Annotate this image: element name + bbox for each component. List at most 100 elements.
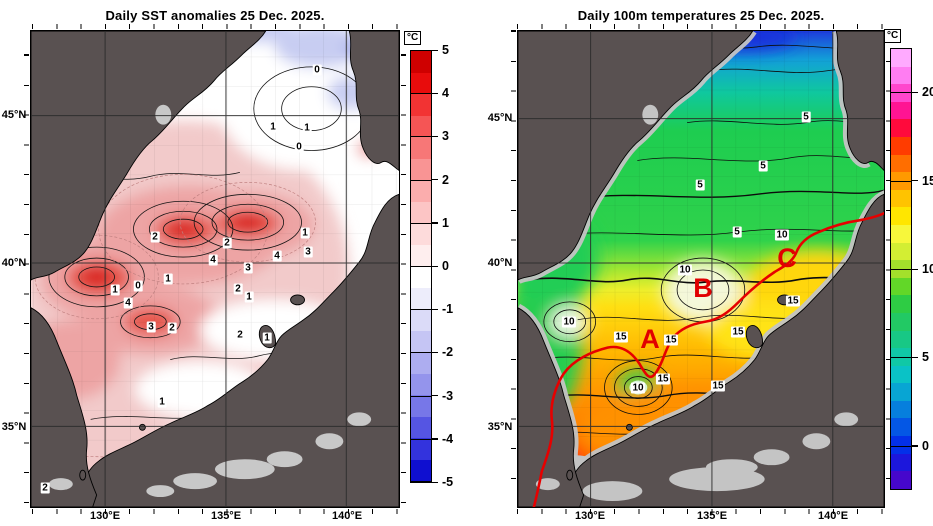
colorbar-segment — [411, 438, 431, 460]
tick-mark — [912, 356, 918, 359]
island-oki — [138, 423, 146, 431]
right-colorbar-unit: °C — [884, 29, 902, 43]
lat-label: 40°N — [1, 257, 27, 269]
tick-label: 1 — [442, 215, 449, 230]
lat-label: 35°N — [487, 421, 513, 433]
right-map-ticks-top — [517, 24, 885, 29]
tick-label: -3 — [442, 388, 454, 403]
tick-mark — [432, 49, 438, 51]
colorbar-segment — [411, 416, 431, 438]
colorbar-segment — [411, 373, 431, 395]
tick-mark — [432, 92, 438, 95]
colorbar-segment — [891, 418, 911, 437]
left-colorbar-ticks: 5 4 3 2 1 — [410, 43, 453, 489]
lon-label: 140°E — [817, 510, 849, 522]
tick-line — [410, 50, 432, 51]
land-continent — [31, 31, 267, 281]
tick-line — [410, 93, 432, 95]
tick-label: 0 — [922, 438, 929, 453]
colorbar-segment — [891, 453, 911, 472]
tick-label: 0 — [442, 259, 449, 273]
island-sado — [777, 294, 792, 306]
land-honshu — [571, 193, 884, 507]
colorbar-segment — [891, 207, 911, 225]
tick-line — [410, 395, 432, 397]
right-map-plot — [518, 31, 884, 507]
island-tsushima — [79, 469, 87, 481]
tick-mark — [912, 268, 918, 270]
colorbar-segment — [891, 400, 911, 419]
tick-line — [410, 309, 432, 311]
land-masses — [518, 31, 884, 507]
lon-label: 135°E — [696, 510, 728, 522]
colorbar-segment — [891, 49, 911, 67]
tick-mark — [912, 91, 918, 94]
land-korea — [31, 307, 98, 507]
colorbar-segment — [891, 295, 911, 313]
colorbar-segment — [411, 309, 431, 331]
land-hokkaido — [835, 31, 884, 171]
left-map-title: Daily SST anomalies 25 Dec. 2025. — [105, 8, 325, 23]
land-masses — [31, 31, 399, 507]
tick-label: 20 — [922, 85, 933, 100]
colorbar-segment — [891, 330, 911, 349]
colorbar-segment — [411, 395, 431, 417]
colorbar-segment — [411, 158, 431, 180]
tick-label: 10 — [922, 262, 933, 276]
five-degree-grid — [31, 31, 399, 507]
left-map-plot — [31, 31, 399, 507]
colorbar-segment — [891, 312, 911, 331]
colorbar-segment — [891, 66, 911, 85]
tick-line — [890, 180, 912, 182]
island-oki — [625, 423, 633, 431]
colorbar-segment — [411, 137, 431, 159]
tick-line — [410, 352, 432, 354]
tick-line — [410, 222, 432, 224]
lake — [155, 104, 172, 125]
lat-label: 35°N — [1, 421, 27, 433]
tick-label: -1 — [442, 302, 454, 317]
colorbar-segment — [411, 287, 431, 309]
tick-mark — [432, 135, 438, 138]
left-colorbar-unit: °C — [404, 31, 422, 45]
land-lowland-patches — [48, 104, 372, 498]
colorbar-segment — [891, 154, 911, 173]
tick-label: -5 — [442, 475, 454, 489]
tick-mark — [912, 180, 918, 182]
colorbar-segment — [411, 72, 431, 94]
left-map-ticks-bottom — [30, 509, 400, 514]
colorbar-segment — [411, 115, 431, 137]
colorbar-segment — [411, 51, 431, 73]
colorbar-segment — [411, 223, 431, 245]
colorbar-segment — [891, 260, 911, 278]
tick-mark — [912, 445, 918, 447]
colorbar-segment — [411, 201, 431, 223]
lon-label: 130°E — [89, 510, 121, 522]
left-map-ticks-left — [24, 30, 29, 508]
lat-label: 40°N — [487, 257, 513, 269]
left-map-ticks-right — [401, 30, 406, 508]
colorbar-segment — [411, 266, 431, 288]
colorbar-segment — [891, 365, 911, 384]
lon-label: 140°E — [331, 510, 363, 522]
land-hokkaido — [348, 31, 399, 171]
island-tsushima — [566, 469, 574, 481]
tick-line — [890, 357, 912, 359]
tick-mark — [432, 308, 438, 311]
tick-label: 2 — [442, 172, 449, 187]
tick-line — [410, 179, 432, 181]
left-colorbar-scale — [410, 50, 432, 482]
tick-mark — [432, 179, 438, 181]
colorbar-segment — [891, 277, 911, 296]
tick-line — [410, 266, 432, 267]
right-map — [517, 30, 885, 508]
tick-mark — [432, 395, 438, 397]
tick-line — [890, 92, 912, 94]
tick-label: 5 — [442, 43, 449, 57]
colorbar-segment — [411, 352, 431, 374]
colorbar-segment — [411, 244, 431, 266]
left-colorbar: °C 5 4 3 2 — [404, 31, 453, 489]
left-map-ticks-top — [30, 24, 400, 29]
colorbar-segment — [891, 189, 911, 208]
